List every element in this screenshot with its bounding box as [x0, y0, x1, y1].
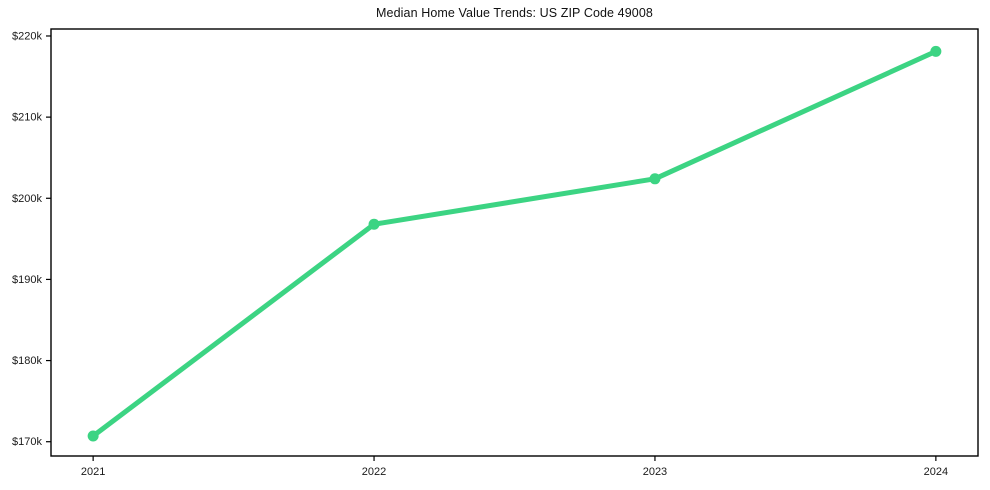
y-tick-label: $220k [12, 30, 42, 42]
plot-border [50, 28, 979, 457]
data-line [90, 48, 939, 439]
data-point-marker [649, 173, 661, 185]
chart-title: Median Home Value Trends: US ZIP Code 49… [376, 6, 653, 20]
data-point-marker [87, 430, 99, 442]
x-tick-label: 2024 [924, 466, 948, 478]
x-tick-label: 2021 [81, 466, 105, 478]
y-tick-label: $200k [12, 193, 42, 205]
y-tick-label: $190k [12, 274, 42, 286]
y-tick-label: $210k [12, 112, 42, 124]
y-tick-label: $180k [12, 355, 42, 367]
data-point-marker [368, 218, 380, 230]
x-tick-label: 2023 [643, 466, 667, 478]
data-point-marker [930, 45, 942, 57]
y-tick-label: $170k [12, 436, 42, 448]
x-tick-label: 2022 [362, 466, 386, 478]
